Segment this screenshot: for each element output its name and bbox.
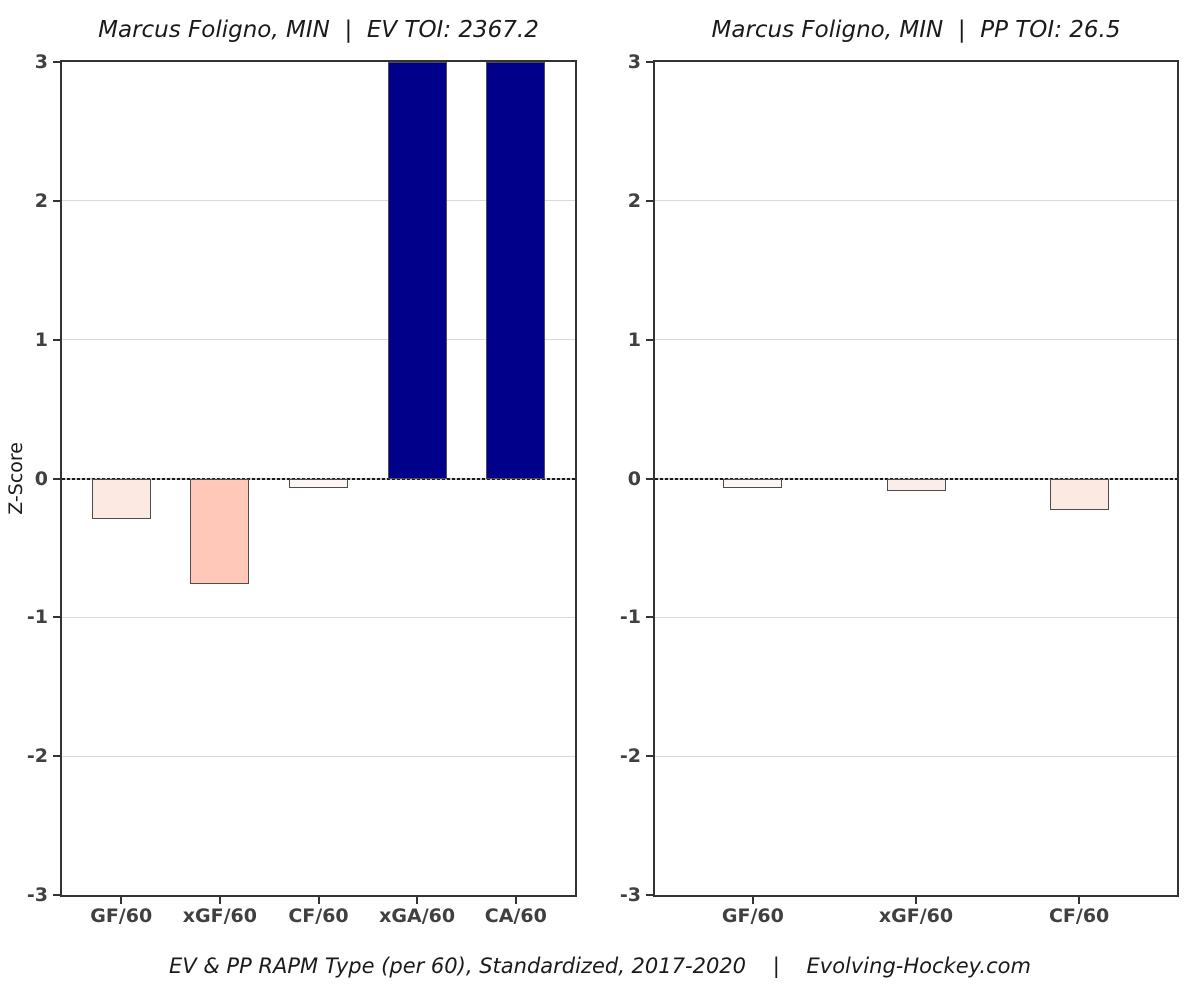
y-tick-label: -1 [619, 606, 641, 629]
y-tick-mark [646, 755, 653, 758]
y-tick-mark [646, 616, 653, 619]
bar-xgf60 [190, 478, 250, 584]
x-tick-mark [514, 897, 517, 904]
y-tick-mark [53, 338, 60, 341]
y-tick-label: 0 [627, 467, 641, 490]
y-tick-mark [53, 616, 60, 619]
x-tick-mark [120, 897, 123, 904]
y-tick-mark [53, 894, 60, 896]
y-tick-label: 3 [34, 51, 48, 73]
y-tick-label: -3 [619, 884, 641, 906]
y-tick-mark [53, 199, 60, 202]
x-tick-mark [317, 897, 320, 904]
bar-gf60 [91, 478, 151, 519]
bar-cf60 [1049, 478, 1109, 511]
y-tick-mark [646, 61, 653, 63]
x-category-label-gf60: GF/60 [90, 905, 153, 927]
y-tick-mark [53, 755, 60, 758]
y-tick-mark [646, 338, 653, 341]
y-tick-label: -2 [619, 745, 641, 768]
x-category-label-ca60: CA/60 [484, 905, 547, 927]
x-tick-mark [416, 897, 419, 904]
ev-plot-area: 3 2 1 0 -1 -2 -3 GF/60 xGF/60 CF/60 xGA/60 CA/60 [27, 51, 577, 927]
y-tick-label: -3 [26, 884, 48, 906]
x-tick-mark [751, 897, 754, 904]
gridline [62, 200, 575, 202]
gridline [655, 200, 1177, 202]
ev-panel-title: Marcus Foligno, MIN | EV TOI: 2367.2 [98, 17, 539, 43]
gridline [62, 339, 575, 341]
y-tick-label: -1 [26, 606, 48, 629]
x-category-label-gf60: GF/60 [721, 905, 784, 927]
y-tick-label: 1 [627, 328, 641, 351]
x-category-label-cf60: CF/60 [288, 905, 349, 927]
y-tick-label: 0 [34, 467, 48, 490]
bar-ca60 [486, 62, 546, 479]
bar-cf60 [289, 478, 348, 489]
gridline [655, 755, 1177, 757]
pp-panel-title: Marcus Foligno, MIN | PP TOI: 26.5 [711, 17, 1121, 43]
y-tick-label: 3 [627, 51, 641, 73]
x-category-label-xgf60: xGF/60 [878, 905, 954, 927]
x-category-label-xga60: xGA/60 [379, 905, 456, 927]
x-tick-mark [1078, 897, 1081, 904]
bar-xga60 [387, 62, 447, 479]
y-tick-label: 2 [627, 189, 641, 212]
bar-gf60 [723, 478, 783, 489]
y-tick-mark [53, 477, 60, 480]
y-tick-label: 2 [34, 189, 48, 212]
y-tick-mark [53, 61, 60, 63]
gridline [62, 616, 575, 618]
x-tick-mark [915, 897, 917, 904]
y-tick-mark [646, 477, 653, 480]
gridline [655, 616, 1177, 618]
bar-xgf60 [886, 478, 946, 491]
figure-caption: EV & PP RAPM Type (per 60), Standardized… [169, 954, 1031, 978]
y-tick-label: -2 [26, 745, 48, 768]
y-tick-mark [646, 894, 653, 896]
pp-plot-area: 3 2 1 0 -1 -2 -3 GF/60 xGF/60 CF/60 [620, 51, 1179, 927]
x-tick-mark [218, 897, 221, 904]
y-tick-label: 1 [34, 328, 48, 351]
x-category-label-cf60: CF/60 [1048, 905, 1110, 927]
gridline [655, 339, 1177, 341]
gridline [62, 755, 575, 757]
y-tick-mark [646, 199, 653, 202]
x-category-label-xgf60: xGF/60 [182, 905, 257, 927]
